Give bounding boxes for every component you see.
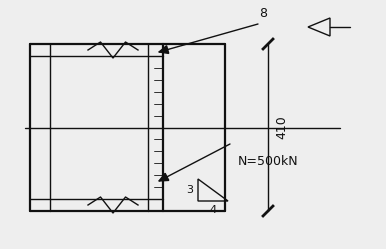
Text: N=500kN: N=500kN (238, 154, 299, 168)
Text: 8: 8 (259, 7, 267, 20)
Text: 3: 3 (186, 185, 193, 195)
Polygon shape (159, 46, 169, 53)
Text: 4: 4 (210, 205, 217, 215)
Polygon shape (159, 173, 169, 181)
Text: 410: 410 (275, 116, 288, 139)
